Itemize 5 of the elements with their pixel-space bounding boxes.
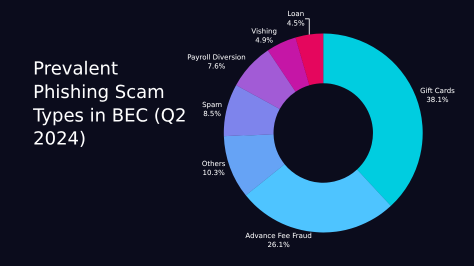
donut-slice [224,134,285,196]
donut-slice [246,164,391,232]
donut-slice [224,85,280,136]
donut-slice [296,34,324,86]
text: Prevalent Phishing Scam Types in BEC (Q2 2024) [32,58,186,150]
